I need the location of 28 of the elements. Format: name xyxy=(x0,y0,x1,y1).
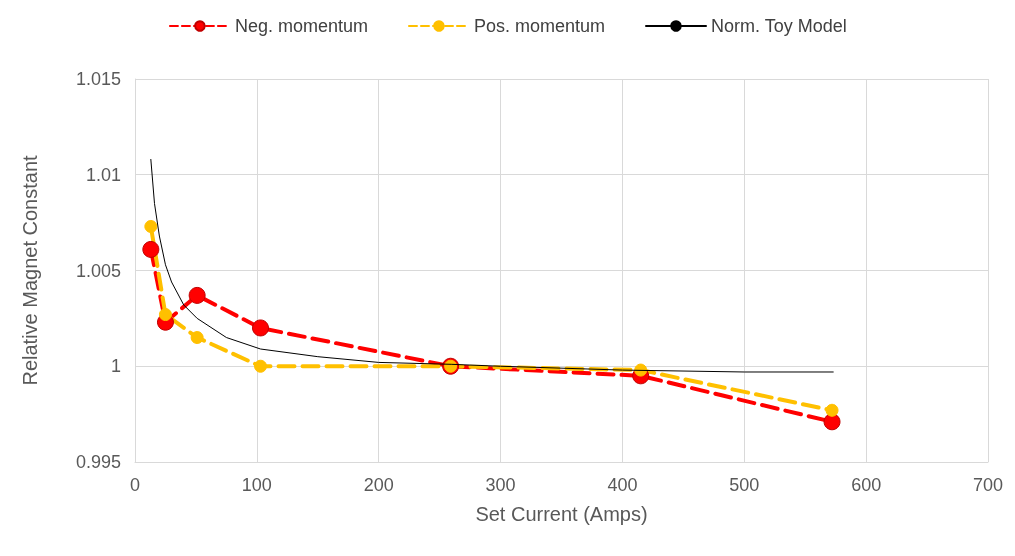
y-tick-label: 1 xyxy=(110,356,121,377)
point xyxy=(158,308,172,322)
point xyxy=(825,403,839,417)
x-tick-label: 500 xyxy=(729,475,760,495)
legend-label: Pos. momentum xyxy=(473,16,606,36)
x-tick-label: 0 xyxy=(129,475,141,495)
point xyxy=(144,219,158,233)
point xyxy=(188,286,206,304)
x-tick-label: 100 xyxy=(241,475,272,495)
line-series xyxy=(150,158,834,373)
x-axis-title: Set Current (Amps) xyxy=(475,503,648,525)
y-tick-label: 0.995 xyxy=(75,452,121,472)
x-tick-label: 200 xyxy=(363,475,394,495)
point xyxy=(190,331,204,345)
legend-label: Norm. Toy Model xyxy=(711,16,847,36)
point xyxy=(252,319,270,337)
y-tick-label: 1.01 xyxy=(85,164,121,185)
point xyxy=(823,413,841,431)
point xyxy=(254,359,268,373)
x-tick-label: 700 xyxy=(972,475,1004,495)
x-tick-label: 600 xyxy=(851,475,882,495)
legend-label: Neg. momentum xyxy=(234,16,368,36)
y-tick-label: 1.005 xyxy=(75,260,121,281)
point xyxy=(142,240,160,258)
y-tick-label: 1.015 xyxy=(75,69,121,89)
x-tick-label: 300 xyxy=(485,475,516,495)
y-axis-title: Relative Magnet Constant xyxy=(19,155,41,386)
x-tick-label: 400 xyxy=(607,475,638,495)
